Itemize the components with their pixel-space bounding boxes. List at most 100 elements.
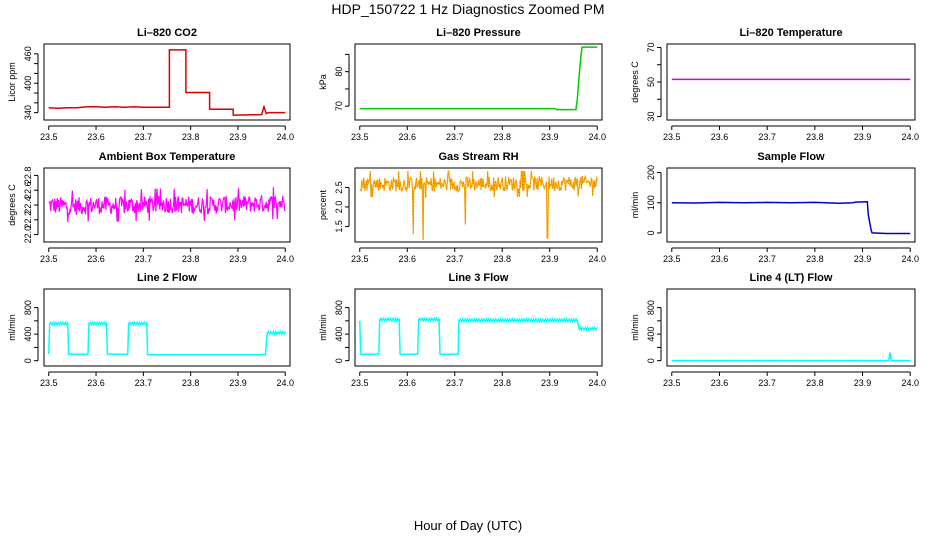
x-tick-label: 23.5 — [40, 378, 58, 388]
x-tick-label: 24.0 — [588, 378, 606, 388]
plot-frame — [666, 288, 916, 367]
chart-title: Li–820 Temperature — [739, 27, 842, 39]
y-tick-label: 0 — [646, 358, 656, 363]
data-layer — [671, 352, 911, 362]
x-axis-caption: Hour of Day (UTC) — [413, 518, 523, 533]
x-tick-label: 23.6 — [398, 378, 416, 388]
chart-title: Line 3 Flow — [449, 272, 509, 284]
data-layer — [359, 170, 598, 241]
plot-frame — [354, 43, 603, 121]
x-tick-label: 23.5 — [663, 378, 681, 388]
x-tick-label: 23.7 — [758, 132, 776, 142]
x-tick-label: 23.6 — [87, 378, 105, 388]
x-tick-label: 23.8 — [182, 132, 200, 142]
y-axis-label: Licor ppm — [7, 62, 17, 102]
chart-panel-2: Li–820 Pressure kPa 23.5 23.6 23.7 23.8 23.9 24… — [318, 27, 606, 142]
plot-frame — [43, 43, 291, 121]
plot-frame — [666, 43, 916, 121]
chart-panel-9: Line 4 (LT) Flow ml/min 23.5 23.6 23.7 23.8 23… — [630, 272, 919, 388]
y-tick-label: 2.5 — [334, 181, 344, 194]
data-series-ripple — [379, 316, 400, 323]
y-tick-label: 22.6 — [23, 181, 33, 199]
x-tick-label: 23.9 — [854, 254, 872, 264]
chart-panel-3: Li–820 Temperature degrees C 23.5 23.6 23.7 2… — [630, 27, 919, 142]
data-series-ripple — [266, 329, 286, 336]
y-tick-label: 400 — [646, 327, 656, 342]
y-axis-label: ml/min — [630, 314, 640, 341]
x-tick-label: 23.8 — [493, 254, 511, 264]
y-tick-label: 400 — [23, 327, 33, 342]
x-tick-label: 24.0 — [277, 132, 295, 142]
y-tick-label: 400 — [334, 327, 344, 342]
y-tick-label: 22.4 — [23, 196, 33, 214]
y-tick-label: 0 — [23, 358, 33, 363]
x-tick-label: 23.7 — [758, 378, 776, 388]
data-layer — [48, 49, 286, 116]
x-tick-label: 23.9 — [229, 254, 247, 264]
chart-panel-6: Sample Flow ml/min 23.5 23.6 23.7 23.8 23.9 24.… — [630, 151, 919, 264]
x-tick-label: 23.5 — [351, 132, 369, 142]
x-tick-label: 23.9 — [229, 132, 247, 142]
data-layer — [359, 46, 598, 111]
x-tick-label: 23.5 — [663, 132, 681, 142]
x-tick-label: 24.0 — [901, 254, 919, 264]
chart-panel-8: Line 3 Flow ml/min 23.5 23.6 23.7 23.8 23.9 24.… — [318, 272, 606, 388]
y-axis-label: degrees C — [7, 184, 17, 226]
x-tick-label: 23.7 — [135, 132, 153, 142]
data-series-line — [671, 201, 911, 235]
y-tick-label: 800 — [334, 300, 344, 315]
data-series-ripple — [458, 316, 578, 324]
x-tick-label: 23.6 — [398, 132, 416, 142]
chart-title: Line 2 Flow — [137, 272, 197, 284]
x-tick-label: 23.8 — [182, 378, 200, 388]
data-series-line — [47, 322, 286, 356]
y-axis-label: ml/min — [630, 192, 640, 219]
y-axis-label: kPa — [318, 74, 328, 90]
x-tick-label: 24.0 — [277, 254, 295, 264]
y-tick-label: 50 — [646, 77, 656, 87]
x-tick-label: 23.9 — [229, 378, 247, 388]
x-tick-label: 24.0 — [588, 132, 606, 142]
y-axis-label: ml/min — [7, 314, 17, 341]
y-tick-label: 340 — [23, 105, 33, 120]
data-series-ripple — [88, 320, 107, 327]
y-tick-label: 100 — [646, 195, 656, 210]
plot-frame — [43, 167, 291, 243]
x-tick-label: 23.8 — [806, 378, 824, 388]
x-tick-label: 24.0 — [901, 132, 919, 142]
y-tick-label: 70 — [334, 101, 344, 111]
x-tick-label: 23.8 — [806, 254, 824, 264]
chart-title: Sample Flow — [757, 151, 825, 163]
data-series-ripple — [418, 316, 440, 323]
x-tick-label: 23.7 — [446, 254, 464, 264]
x-tick-label: 23.9 — [541, 254, 559, 264]
x-tick-label: 23.6 — [711, 378, 729, 388]
x-tick-label: 23.7 — [446, 378, 464, 388]
data-series-line — [671, 352, 911, 362]
y-axis-label: ml/min — [318, 314, 328, 341]
chart-panel-7: Line 2 Flow ml/min 23.5 23.6 23.7 23.8 23.9 24.… — [7, 272, 294, 388]
x-tick-label: 23.9 — [541, 132, 559, 142]
x-tick-label: 23.8 — [182, 254, 200, 264]
data-series-line — [48, 49, 286, 116]
chart-title: Line 4 (LT) Flow — [750, 272, 833, 284]
y-tick-label: 1.5 — [334, 220, 344, 233]
data-series-ripple — [128, 320, 148, 327]
x-tick-label: 23.8 — [493, 378, 511, 388]
chart-title: Li–820 CO2 — [137, 27, 197, 39]
y-tick-label: 200 — [646, 165, 656, 180]
chart-panel-1: Li–820 CO2 Licor ppm 23.5 23.6 23.7 23.8 23.9 2… — [7, 27, 294, 142]
x-tick-label: 23.7 — [758, 254, 776, 264]
x-tick-label: 23.6 — [711, 254, 729, 264]
x-tick-label: 23.9 — [854, 132, 872, 142]
data-layer — [47, 320, 286, 356]
y-tick-label: 400 — [23, 76, 33, 91]
x-tick-label: 23.9 — [854, 378, 872, 388]
x-tick-label: 23.6 — [87, 254, 105, 264]
page-title: HDP_150722 1 Hz Diagnostics Zoomed PM — [331, 1, 605, 17]
data-series-dots — [359, 170, 598, 241]
x-tick-label: 23.6 — [711, 132, 729, 142]
data-layer — [359, 316, 598, 355]
